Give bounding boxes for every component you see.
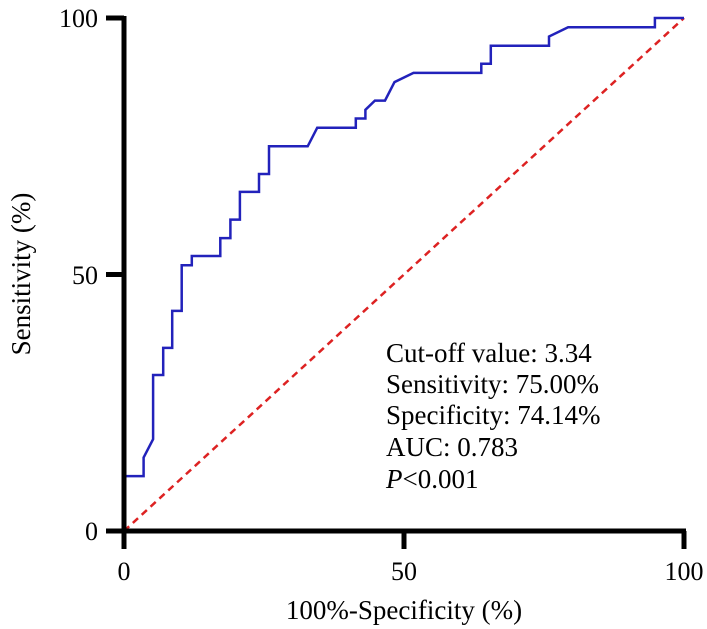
annotation-p-value: P<0.001 <box>385 464 478 494</box>
annotation-p-symbol: P <box>385 464 403 494</box>
y-axis-label: Sensitivity (%) <box>6 193 36 356</box>
reference-line <box>123 17 685 532</box>
roc-curve <box>122 16 684 531</box>
annotation-auc: AUC: 0.783 <box>386 432 518 462</box>
x-tick-label-100: 100 <box>665 557 704 586</box>
annotation-sensitivity: Sensitivity: 75.00% <box>386 369 599 399</box>
annotation-p-threshold: <0.001 <box>403 464 479 494</box>
x-axis-label: 100%-Specificity (%) <box>286 595 522 625</box>
annotation-specificity: Specificity: 74.14% <box>386 400 600 430</box>
annotation-cutoff: Cut-off value: 3.34 <box>386 338 592 368</box>
y-tick-label-50: 50 <box>72 261 98 290</box>
y-tick-label-100: 100 <box>59 4 98 33</box>
x-tick-label-0: 0 <box>118 557 131 586</box>
y-tick-label-0: 0 <box>85 517 98 546</box>
x-tick-label-50: 50 <box>391 557 417 586</box>
